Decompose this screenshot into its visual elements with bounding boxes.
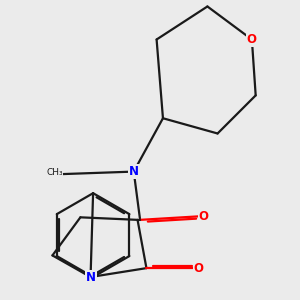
Text: CH₃: CH₃ bbox=[46, 168, 63, 177]
Text: N: N bbox=[129, 165, 139, 178]
Text: O: O bbox=[247, 33, 257, 46]
Text: N: N bbox=[85, 271, 96, 284]
Text: O: O bbox=[194, 262, 203, 275]
Text: O: O bbox=[199, 209, 208, 223]
